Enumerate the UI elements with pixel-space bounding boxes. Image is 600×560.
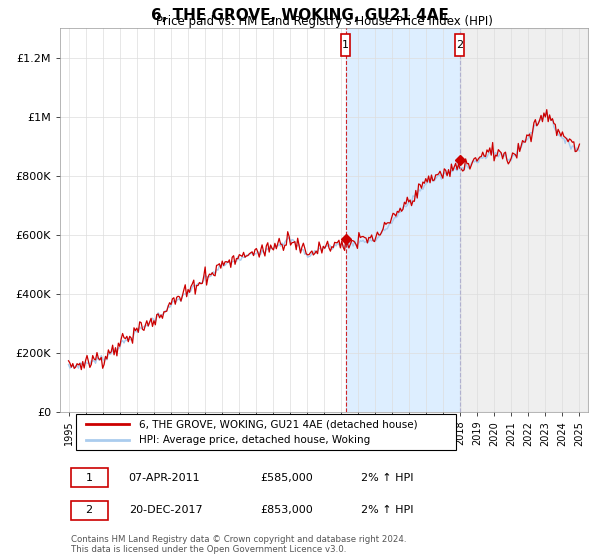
Text: £585,000: £585,000 [260,473,313,483]
Text: 20-DEC-2017: 20-DEC-2017 [128,506,202,515]
Bar [460,28,588,412]
Bar [460,28,588,412]
Text: £853,000: £853,000 [260,506,313,515]
Text: HPI: Average price, detached house, Woking: HPI: Average price, detached house, Woki… [139,435,370,445]
Text: 2% ↑ HPI: 2% ↑ HPI [361,506,413,515]
FancyBboxPatch shape [455,34,464,56]
Text: 2% ↑ HPI: 2% ↑ HPI [361,473,413,483]
FancyBboxPatch shape [341,34,350,56]
Text: 6, THE GROVE, WOKING, GU21 4AE: 6, THE GROVE, WOKING, GU21 4AE [151,8,449,24]
Text: 1: 1 [342,40,349,50]
Text: 2: 2 [456,40,463,50]
FancyBboxPatch shape [76,414,456,450]
Title: Price paid vs. HM Land Registry's House Price Index (HPI): Price paid vs. HM Land Registry's House … [155,15,493,28]
Text: 6, THE GROVE, WOKING, GU21 4AE (detached house): 6, THE GROVE, WOKING, GU21 4AE (detached… [139,419,418,430]
Text: 07-APR-2011: 07-APR-2011 [128,473,200,483]
Bar [346,28,460,412]
FancyBboxPatch shape [71,501,107,520]
Text: Contains HM Land Registry data © Crown copyright and database right 2024.
This d: Contains HM Land Registry data © Crown c… [71,535,406,554]
FancyBboxPatch shape [71,468,107,487]
Text: 1: 1 [86,473,92,483]
Text: 2: 2 [85,506,92,515]
